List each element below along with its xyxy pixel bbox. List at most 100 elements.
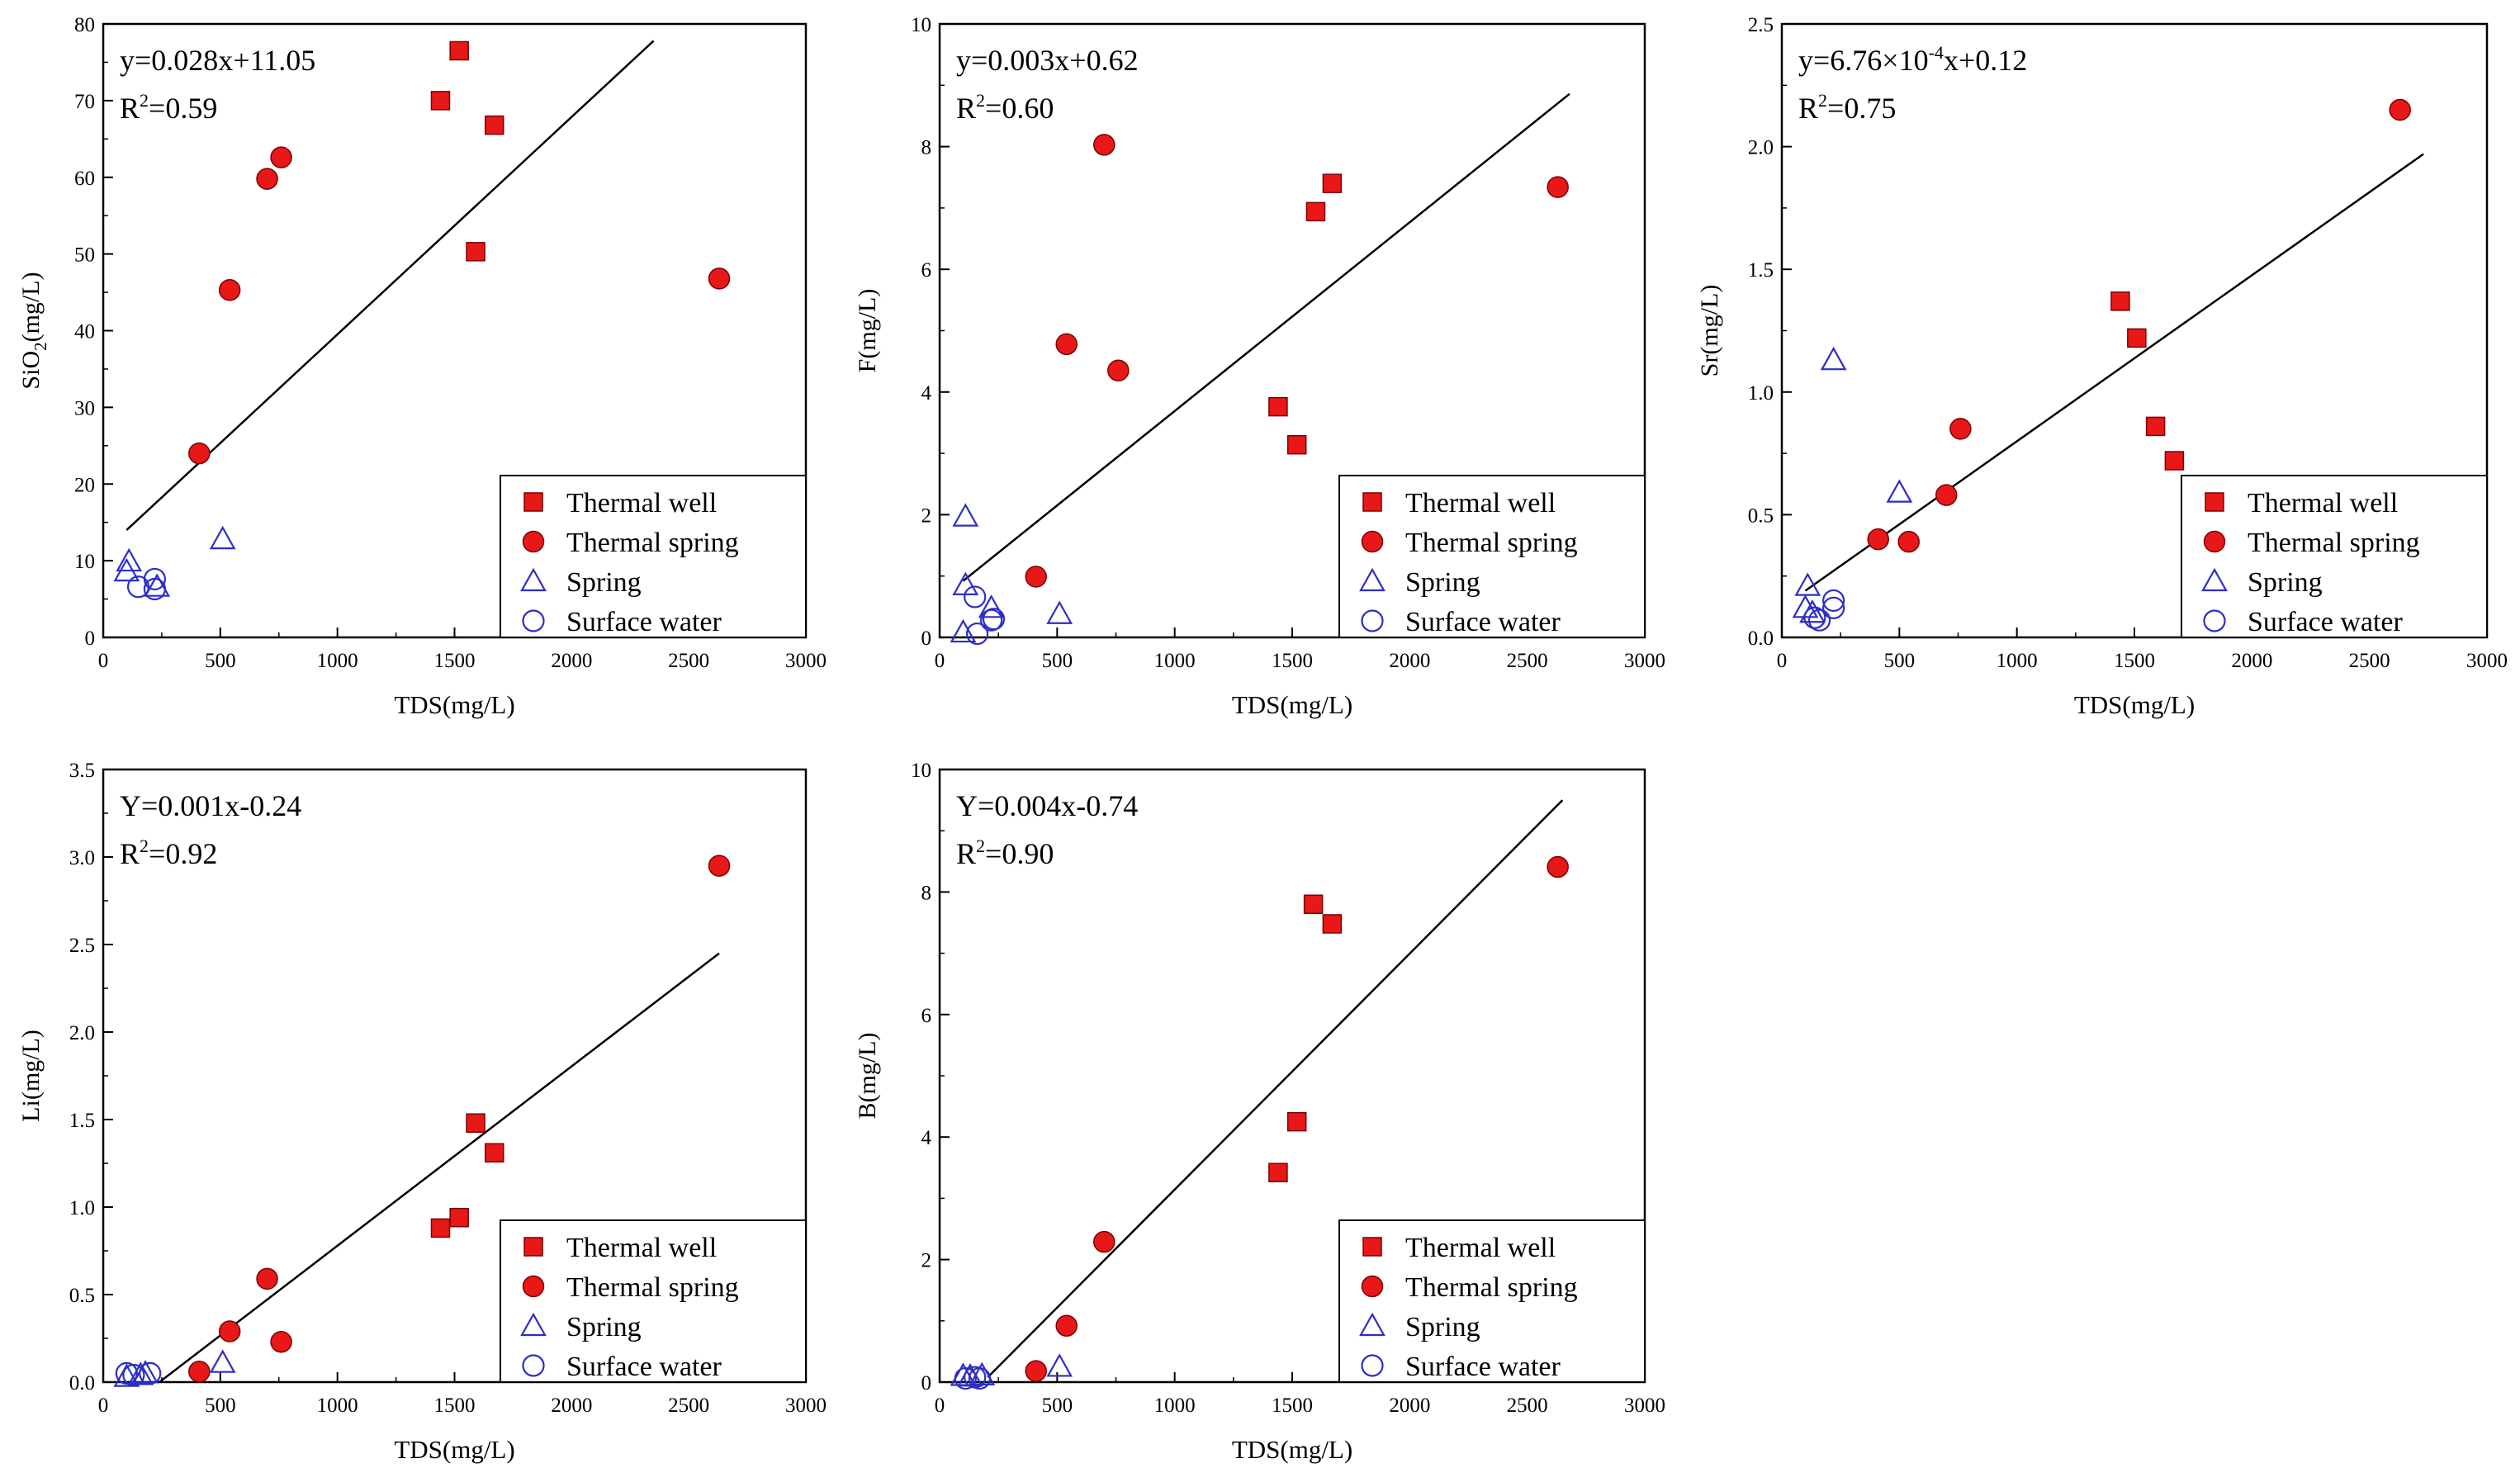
data-point-thermal-spring bbox=[1547, 855, 1569, 878]
y-tick-label: 2.5 bbox=[1748, 14, 1774, 36]
equation-exponent: -4 bbox=[1929, 42, 1944, 63]
data-point-thermal-spring bbox=[1107, 359, 1130, 382]
y-axis-title: B(mg/L) bbox=[854, 1033, 881, 1120]
data-point-thermal-spring bbox=[2389, 98, 2411, 121]
x-tick-label: 2500 bbox=[668, 650, 709, 672]
y-tick-label: 2 bbox=[921, 504, 932, 527]
x-tick-label: 0 bbox=[935, 650, 945, 672]
data-point-thermal-well bbox=[2145, 416, 2166, 437]
data-point-surface-water bbox=[1803, 606, 1826, 629]
data-point-thermal-spring bbox=[1935, 484, 1958, 506]
legend-marker-spring bbox=[1359, 567, 1386, 592]
legend-label: Thermal well bbox=[1405, 488, 1556, 518]
data-point-thermal-well bbox=[430, 1218, 451, 1238]
r-squared-symbol: R bbox=[956, 92, 976, 125]
r-squared-label: R2=0.90 bbox=[956, 836, 1054, 870]
regression-line bbox=[159, 952, 720, 1383]
data-point-thermal-well bbox=[1286, 434, 1307, 455]
data-point-thermal-well bbox=[2110, 291, 2130, 311]
regression-equation: y=0.028x+11.05 bbox=[120, 44, 315, 77]
x-tick-label: 2000 bbox=[2231, 650, 2272, 672]
legend-box bbox=[1338, 1219, 1646, 1383]
x-tick-label: 2000 bbox=[1389, 1394, 1430, 1417]
legend: Thermal well Thermal spring Spring Surface … bbox=[1338, 1219, 1646, 1383]
data-point-thermal-well bbox=[1322, 914, 1343, 934]
data-point-thermal-spring bbox=[1897, 530, 1920, 553]
x-tick-label: 3000 bbox=[785, 1394, 827, 1417]
data-point-thermal-well bbox=[1305, 201, 1326, 222]
legend-label: Thermal well bbox=[566, 488, 717, 518]
data-point-surface-water bbox=[964, 585, 987, 608]
data-point-spring bbox=[1886, 479, 1913, 503]
x-tick-label: 500 bbox=[205, 650, 236, 672]
legend-label: Thermal spring bbox=[566, 1272, 739, 1303]
x-tick-label: 1500 bbox=[2114, 650, 2155, 672]
y-tick-label: 3.5 bbox=[69, 760, 95, 782]
x-tick-label: 2000 bbox=[551, 1394, 592, 1417]
y-tick-label: 0.5 bbox=[1748, 504, 1774, 527]
x-tick-label: 3000 bbox=[1624, 650, 1665, 672]
data-point-thermal-spring bbox=[1949, 418, 1972, 440]
legend-marker-thermal-spring bbox=[522, 1275, 545, 1298]
regression-line bbox=[962, 92, 1570, 582]
y-axis-title-unit: (mg/L) bbox=[17, 272, 45, 342]
data-point-thermal-well bbox=[1286, 1111, 1307, 1132]
legend-label: Thermal well bbox=[566, 1233, 717, 1263]
data-point-thermal-well bbox=[466, 1113, 486, 1133]
x-tick-label: 500 bbox=[1042, 650, 1073, 672]
legend: Thermal well Thermal spring Spring Surface … bbox=[1338, 475, 1646, 638]
y-tick-label: 8 bbox=[921, 137, 932, 159]
legend-marker-surface-water bbox=[522, 609, 545, 632]
r-squared-symbol: R bbox=[120, 92, 140, 125]
r-squared-exponent: 2 bbox=[976, 90, 985, 111]
data-point-spring bbox=[950, 618, 977, 643]
y-tick-label: 6 bbox=[921, 1005, 932, 1027]
r-squared-symbol: R bbox=[956, 837, 976, 870]
data-point-thermal-spring bbox=[188, 1361, 211, 1383]
legend-label: Surface water bbox=[566, 607, 722, 637]
legend: Thermal well Thermal spring Spring Surface … bbox=[500, 475, 807, 638]
legend-label: Thermal well bbox=[2248, 488, 2398, 518]
regression-equation: y=0.003x+0.62 bbox=[956, 44, 1139, 77]
data-point-thermal-spring bbox=[218, 279, 241, 301]
legend-marker-spring bbox=[520, 1312, 547, 1337]
x-tick-label: 1000 bbox=[1997, 650, 2038, 672]
data-point-spring bbox=[1794, 572, 1821, 596]
y-tick-label: 1.0 bbox=[1748, 382, 1774, 405]
legend-box bbox=[1338, 475, 1646, 638]
x-axis-title: TDS(mg/L) bbox=[1232, 1435, 1352, 1464]
y-tick-label: 4 bbox=[921, 1127, 932, 1149]
data-point-thermal-spring bbox=[218, 1320, 241, 1342]
x-axis-title: TDS(mg/L) bbox=[1232, 690, 1352, 719]
y-tick-label: 4 bbox=[921, 382, 932, 405]
data-point-spring bbox=[116, 547, 143, 572]
x-tick-label: 0 bbox=[98, 1394, 109, 1417]
equation-part: x+0.12 bbox=[1944, 44, 2027, 77]
data-point-spring bbox=[209, 1349, 236, 1373]
regression-equation: y=6.76×10-4x+0.12 bbox=[1798, 42, 2027, 77]
data-point-thermal-spring bbox=[256, 1267, 278, 1290]
x-tick-label: 1500 bbox=[1272, 1394, 1313, 1417]
legend-label: Spring bbox=[566, 567, 642, 598]
x-tick-label: 2500 bbox=[668, 1394, 709, 1417]
y-tick-label: 2.5 bbox=[69, 935, 95, 957]
x-tick-label: 2000 bbox=[551, 650, 592, 672]
r-squared-value: =0.60 bbox=[985, 92, 1054, 125]
chart-panel-f: 0 500 1000 1500 2000 2500 3000 0 2 4 6 8 10 TDS(mg/L)… bbox=[854, 14, 1665, 719]
legend-label: Thermal spring bbox=[566, 528, 739, 558]
regression-line bbox=[987, 799, 1564, 1378]
data-point-spring bbox=[113, 1363, 140, 1387]
legend-marker-thermal-well bbox=[523, 1237, 543, 1257]
x-tick-label: 1500 bbox=[434, 1394, 476, 1417]
data-point-spring bbox=[1046, 1353, 1073, 1377]
legend-marker-spring bbox=[2201, 567, 2228, 592]
x-tick-label: 2500 bbox=[2349, 650, 2390, 672]
r-squared-exponent: 2 bbox=[140, 836, 149, 856]
x-tick-label: 0 bbox=[98, 650, 109, 672]
y-tick-label: 0.0 bbox=[1748, 627, 1774, 650]
data-point-thermal-spring bbox=[1025, 566, 1047, 588]
r-squared-value: =0.90 bbox=[985, 837, 1054, 870]
chart-panel-b: 0 500 1000 1500 2000 2500 3000 0 2 4 6 8 10 TDS(mg/L)… bbox=[854, 760, 1665, 1464]
legend-marker-thermal-well bbox=[1362, 1237, 1382, 1257]
data-point-thermal-spring bbox=[1055, 333, 1078, 356]
